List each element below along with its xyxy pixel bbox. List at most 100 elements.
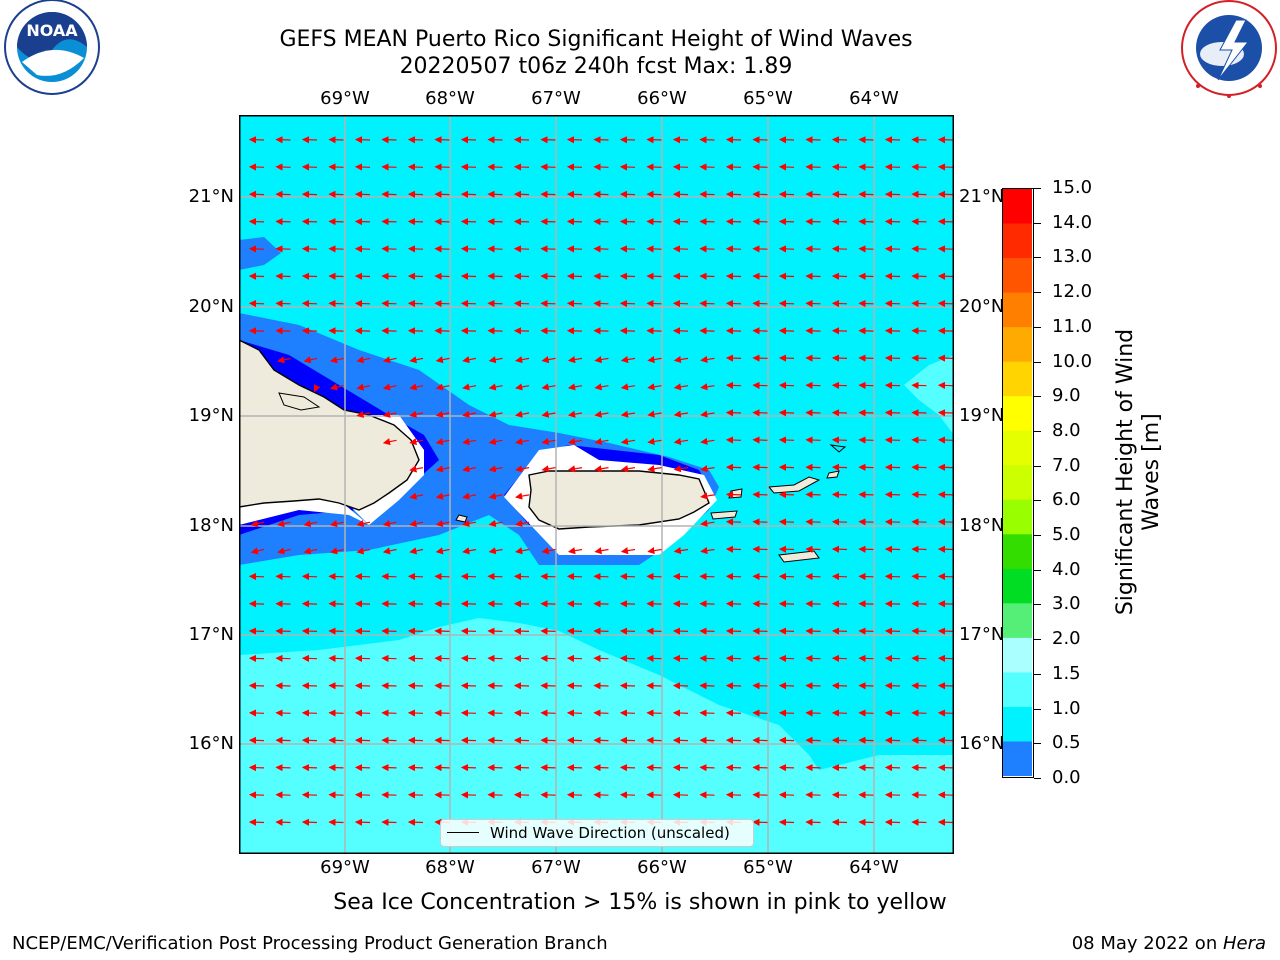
wave-arrow xyxy=(303,356,318,364)
wave-arrow xyxy=(515,437,530,446)
wave-arrow xyxy=(515,383,530,391)
map-frame xyxy=(239,115,954,854)
wave-arrow xyxy=(382,410,397,418)
wave-arrow xyxy=(488,383,503,391)
wave-arrow xyxy=(462,383,477,391)
wave-arrow xyxy=(409,547,424,555)
lon-label-bottom-65: 65°W xyxy=(743,857,793,878)
colorbar-swatch xyxy=(1003,603,1032,639)
colorbar-tick-mark xyxy=(1034,673,1041,675)
wave-arrow xyxy=(567,547,583,555)
wave-arrow xyxy=(515,465,530,473)
wind-wave-arrows xyxy=(248,136,954,826)
colorbar-tick-mark xyxy=(1034,326,1041,328)
wave-arrow xyxy=(700,355,715,364)
lat-label-right-17: 17°N xyxy=(959,624,1005,645)
wave-arrow xyxy=(700,465,715,473)
colorbar-tick-mark xyxy=(1034,292,1041,294)
sea-ice-note: Sea Ice Concentration > 15% is shown in … xyxy=(333,890,947,915)
wave-arrow xyxy=(620,547,636,555)
wave-arrow xyxy=(700,437,715,445)
wave-arrow xyxy=(700,383,715,391)
footer-right: 08 May 2022 on Hera xyxy=(1072,933,1266,954)
colorbar-swatch xyxy=(1003,258,1032,294)
footer-date: 08 May 2022 on xyxy=(1071,933,1223,954)
colorbar-tick-mark xyxy=(1034,361,1041,363)
colorbar-tick-label: 9.0 xyxy=(1052,385,1081,407)
wave-arrow xyxy=(647,410,662,418)
colorbar-label: Significant Height of Wind Waves [m] xyxy=(1113,322,1167,622)
wave-arrow xyxy=(462,547,477,555)
land-st-croix xyxy=(778,550,820,563)
wave-arrow xyxy=(541,437,556,446)
wave-arrow xyxy=(700,519,715,527)
lat-label-right-21: 21°N xyxy=(959,186,1005,207)
wave-arrow xyxy=(488,438,503,446)
wave-arrow xyxy=(329,520,344,528)
wave-arrow xyxy=(462,410,477,418)
wave-arrow xyxy=(673,355,689,364)
wave-arrow xyxy=(541,465,556,473)
colorbar-swatch xyxy=(1003,672,1032,708)
colorbar-tick-mark xyxy=(1034,500,1041,502)
lat-label-right-20: 20°N xyxy=(959,296,1005,317)
wave-arrow xyxy=(673,547,689,555)
wave-arrow xyxy=(700,410,715,418)
wave-arrow xyxy=(620,410,636,418)
colorbar-tick-mark xyxy=(1034,708,1041,710)
colorbar-swatch xyxy=(1003,396,1032,432)
colorbar-tick-mark xyxy=(1034,430,1041,432)
wave-field-0p5-nw xyxy=(239,237,281,270)
colorbar-swatch xyxy=(1003,361,1032,397)
wave-arrow xyxy=(313,384,321,393)
colorbar-tick-mark xyxy=(1034,257,1041,259)
colorbar-tick-mark xyxy=(1034,188,1041,189)
chart-title: GEFS MEAN Puerto Rico Significant Height… xyxy=(0,26,1192,80)
wave-arrow xyxy=(620,355,636,364)
wave-arrow xyxy=(435,492,450,500)
lat-label-left-21: 21°N xyxy=(188,186,234,207)
colorbar-tick-label: 13.0 xyxy=(1052,246,1093,268)
wave-arrow xyxy=(382,356,397,364)
nws-logo xyxy=(1178,0,1280,100)
wave-arrow xyxy=(409,519,424,528)
wave-arrow xyxy=(409,383,424,391)
colorbar-swatch xyxy=(1003,327,1032,363)
colorbar-swatch xyxy=(1003,465,1032,501)
wave-arrow xyxy=(700,547,715,555)
wave-arrow xyxy=(488,410,503,418)
colorbar-tick-label: 2.0 xyxy=(1052,628,1081,650)
wave-arrow xyxy=(435,465,450,473)
colorbar-tick-mark xyxy=(1034,778,1041,779)
wave-arrow xyxy=(567,356,583,364)
wave-arrow xyxy=(673,437,689,445)
wave-arrow xyxy=(462,438,477,446)
colorbar-tick-mark xyxy=(1034,396,1041,398)
svg-text:NOAA: NOAA xyxy=(26,21,78,40)
wave-arrow xyxy=(515,547,530,555)
wave-arrow xyxy=(435,410,450,418)
wave-arrow xyxy=(382,547,397,555)
lon-label-top-67: 67°W xyxy=(531,88,581,109)
wave-arrow xyxy=(250,520,265,528)
wave-arrow xyxy=(647,465,662,473)
colorbar-tick-label: 6.0 xyxy=(1052,489,1081,511)
wave-arrow xyxy=(382,520,397,528)
colorbar xyxy=(1002,188,1034,778)
lon-label-top-69: 69°W xyxy=(320,88,370,109)
colorbar-tick-label: 11.0 xyxy=(1052,315,1093,337)
wave-arrow xyxy=(382,383,397,391)
colorbar-swatch xyxy=(1003,430,1032,466)
colorbar-swatch xyxy=(1003,637,1032,673)
wave-arrow xyxy=(620,437,636,445)
colorbar-tick-label: 15.0 xyxy=(1052,177,1093,198)
colorbar-tick-label: 8.0 xyxy=(1052,419,1081,441)
legend-label: Wind Wave Direction (unscaled) xyxy=(490,824,730,842)
wave-arrow xyxy=(435,547,450,555)
lat-label-right-16: 16°N xyxy=(959,733,1005,754)
wave-arrow xyxy=(541,410,556,418)
map-legend: Wind Wave Direction (unscaled) xyxy=(440,819,754,847)
wave-arrow xyxy=(488,519,503,527)
wave-arrow xyxy=(541,356,556,364)
wave-arrow xyxy=(594,356,609,364)
